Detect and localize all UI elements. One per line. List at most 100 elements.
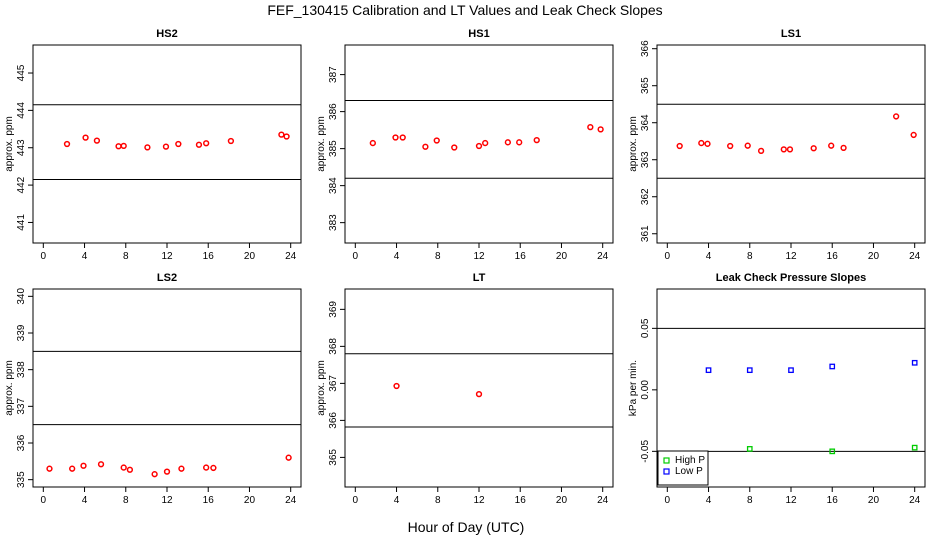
panel-title: HS2 [156, 28, 177, 40]
x-tick-label: 20 [244, 495, 256, 506]
data-point-calibration [63, 140, 71, 148]
data-point-low-p [746, 367, 753, 374]
x-tick-label: 12 [161, 251, 173, 262]
x-tick-label: 12 [785, 251, 797, 262]
data-point-calibration [516, 139, 523, 146]
x-tick-label: 4 [394, 495, 400, 506]
x-tick-label: 16 [827, 495, 839, 506]
panel-title: LT [473, 272, 486, 284]
data-point-calibration [210, 464, 217, 472]
x-tick-label: 20 [868, 251, 880, 262]
x-tick-label: 8 [747, 495, 753, 506]
y-tick-label: 445 [16, 64, 27, 81]
y-tick-label: 369 [328, 301, 339, 318]
y-tick-label: 337 [16, 398, 27, 415]
y-tick-label: 340 [16, 288, 27, 305]
x-tick-label: 24 [909, 495, 921, 506]
panel-title: HS1 [468, 28, 489, 40]
y-tick-label: 443 [16, 139, 27, 156]
y-tick-label: 385 [328, 140, 339, 157]
y-tick-label: 368 [328, 338, 339, 355]
y-tick-label: 0.00 [640, 380, 651, 400]
y-tick-label: 384 [328, 177, 339, 194]
legend-marker-high-p [663, 457, 670, 464]
data-point-high-p [746, 446, 753, 452]
data-point-calibration [676, 142, 683, 150]
data-point-calibration [120, 464, 127, 471]
data-point-low-p [829, 363, 836, 370]
x-tick-label: 12 [473, 251, 485, 262]
data-point-calibration [422, 143, 429, 150]
y-tick-label: 366 [640, 40, 651, 57]
x-tick-label: 8 [435, 495, 441, 506]
legend-label-low-p: Low P [675, 466, 703, 477]
y-axis-label: approx. ppm [4, 360, 15, 416]
legend-label-high-p: High P [675, 455, 705, 466]
x-tick-label: 12 [785, 495, 797, 506]
data-point-calibration [93, 137, 101, 144]
x-tick-label: 20 [868, 495, 880, 506]
y-tick-label: 442 [16, 176, 27, 193]
data-point-calibration [587, 124, 594, 131]
panel-title: LS2 [157, 272, 177, 284]
y-tick-label: 0.05 [640, 318, 651, 338]
x-tick-label: 8 [123, 495, 129, 506]
y-tick-label: 336 [16, 434, 27, 451]
y-axis-label: approx. ppm [316, 360, 327, 416]
data-point-calibration [278, 131, 285, 138]
panel-leak-check-pressure-slopes: Leak Check Pressure Slopes 0 4 8 12 16 20 24 -0.… [628, 272, 926, 506]
x-tick-label: 24 [909, 251, 921, 262]
x-tick-label: 16 [203, 495, 215, 506]
y-tick-label: 362 [640, 188, 651, 205]
y-tick-label: 387 [328, 66, 339, 83]
y-tick-label: 386 [328, 103, 339, 120]
y-tick-label: 335 [16, 471, 27, 488]
data-point-calibration [285, 454, 292, 461]
data-point-calibration [203, 140, 210, 147]
data-point-calibration [892, 113, 900, 120]
data-point-calibration [451, 144, 458, 151]
x-axis-title: Hour of Day (UTC) [408, 519, 525, 535]
data-point-calibration [120, 142, 127, 150]
data-point-calibration [46, 465, 53, 472]
y-tick-label: 365 [328, 449, 339, 466]
legend-marker-low-p [663, 468, 670, 475]
data-point-calibration [126, 466, 134, 473]
data-point-calibration [97, 461, 105, 468]
x-tick-label: 4 [82, 251, 88, 262]
x-tick-label: 16 [827, 251, 839, 262]
y-tick-label: 367 [328, 375, 339, 392]
data-point-high-p [829, 448, 836, 455]
data-point-calibration [727, 142, 734, 150]
y-tick-label: 363 [640, 151, 651, 168]
y-tick-label: 444 [16, 102, 27, 119]
x-tick-label: 0 [353, 251, 359, 262]
data-point-high-p [911, 444, 918, 451]
y-axis-label: approx. ppm [316, 116, 327, 172]
data-point-calibration [80, 462, 87, 469]
data-point-calibration [399, 134, 406, 141]
data-point-calibration [369, 139, 376, 147]
y-tick-label: 365 [640, 77, 651, 94]
x-tick-label: 24 [285, 251, 297, 262]
x-tick-label: 8 [435, 251, 441, 262]
panel-ls1: LS1 0 4 8 12 16 20 24 361 362 363 364 365 366 approx. … [628, 28, 926, 262]
data-point-calibration [178, 465, 185, 472]
x-tick-label: 16 [515, 495, 527, 506]
x-tick-label: 8 [747, 251, 753, 262]
data-point-calibration [840, 144, 847, 152]
x-tick-label: 0 [41, 495, 47, 506]
x-tick-label: 4 [706, 251, 712, 262]
data-point-calibration [533, 136, 540, 144]
x-tick-label: 0 [665, 251, 671, 262]
data-point-calibration [504, 139, 512, 146]
x-tick-label: 8 [123, 251, 129, 262]
y-tick-label: 441 [16, 214, 27, 231]
x-tick-label: 16 [515, 251, 527, 262]
x-tick-label: 20 [556, 251, 568, 262]
x-tick-label: 20 [556, 495, 568, 506]
x-tick-label: 16 [203, 251, 215, 262]
data-point-calibration [227, 137, 235, 145]
